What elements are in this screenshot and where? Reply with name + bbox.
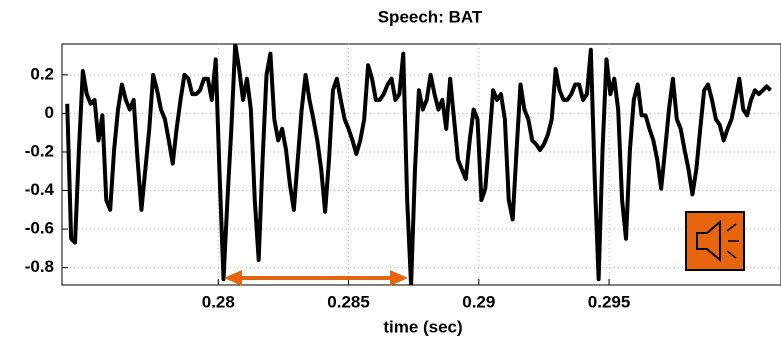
x-tick-label: 0.285 (327, 292, 370, 311)
y-tick-label: -0.6 (25, 219, 54, 238)
y-tick-label: -0.2 (25, 141, 54, 160)
speaker-icon[interactable] (685, 211, 745, 271)
y-tick-label: 0 (45, 103, 54, 122)
period-arrow (224, 270, 408, 286)
y-tick-label: -0.4 (25, 180, 55, 199)
waveform-line (65, 44, 772, 285)
series (65, 44, 772, 285)
y-tick-label: -0.8 (25, 257, 54, 276)
x-tick-label: 0.29 (462, 292, 495, 311)
chart-title: Speech: BAT (378, 7, 483, 26)
x-tick-label: 0.28 (202, 292, 235, 311)
x-tick-label: 0.295 (588, 292, 631, 311)
x-axis-label: time (sec) (383, 317, 462, 336)
y-tick-label: 0.2 (30, 64, 54, 83)
